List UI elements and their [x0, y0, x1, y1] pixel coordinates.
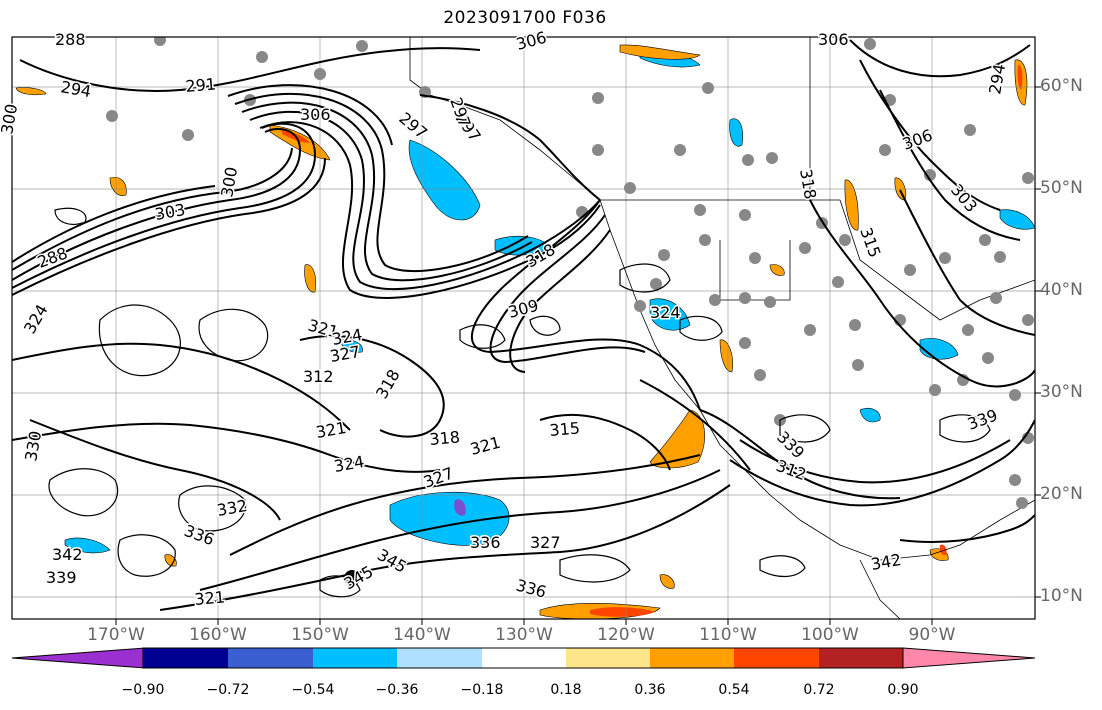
colorbar-segment: [566, 648, 650, 668]
isentrope-contours: [12, 39, 1035, 611]
colorbar-tick-label: −0.18: [460, 682, 504, 698]
colorbar-segment: [650, 648, 734, 668]
colorbar-tick-label: −0.72: [206, 682, 250, 698]
colorbar-tick-label: 0.36: [634, 682, 666, 698]
contour-label: 306: [818, 30, 849, 49]
contour-label: 291: [185, 74, 217, 96]
contour-label: 339: [46, 568, 77, 587]
lat-label-10n: 10°N: [1040, 586, 1083, 606]
lat-label-40n: 40°N: [1040, 280, 1083, 300]
colorbar-tick-label: 0.90: [887, 682, 919, 698]
colorbar: [11, 647, 1036, 669]
colorbar-segment: [482, 648, 566, 668]
lon-label-100w: 100°W: [801, 625, 859, 645]
lon-label-130w: 130°W: [495, 625, 553, 645]
axis-ticks: [115, 86, 1041, 625]
colorbar-segment: [313, 648, 397, 668]
lon-label-170w: 170°W: [87, 625, 145, 645]
coastlines: [409, 37, 1035, 619]
contour-label: 288: [55, 30, 86, 49]
contour-label: 315: [549, 418, 581, 440]
lat-label-50n: 50°N: [1040, 178, 1083, 198]
contour-label: 318: [429, 427, 461, 449]
contour-label: 324: [650, 303, 681, 322]
colorbar-tick-label: −0.54: [291, 682, 335, 698]
contour-label: 336: [470, 533, 501, 552]
map-background: [12, 37, 1035, 619]
lon-label-160w: 160°W: [189, 625, 247, 645]
contour-label: 342: [52, 545, 83, 564]
graticule: [12, 37, 1035, 619]
contour-label: 324: [332, 452, 365, 476]
lat-label-60n: 60°N: [1040, 76, 1083, 96]
colorbar-tick-label: 0.54: [718, 682, 750, 698]
colorbar-extend-min: [11, 647, 146, 669]
colorbar-tick-label: −0.36: [375, 682, 419, 698]
fine-contours: [48, 207, 991, 598]
colorbar-segment: [734, 648, 819, 668]
contour-label: 321: [194, 587, 226, 609]
colorbar-extend-max: [902, 647, 1036, 669]
lat-label-20n: 20°N: [1040, 484, 1083, 504]
contour-label: 327: [530, 533, 561, 552]
colorbar-outline: [142, 647, 904, 669]
lat-label-30n: 30°N: [1040, 382, 1083, 402]
colorbar-segment: [397, 648, 482, 668]
lon-label-90w: 90°W: [908, 625, 956, 645]
lon-label-110w: 110°W: [699, 625, 757, 645]
shaded-purple-region: [454, 499, 466, 516]
colorbar-segment: [143, 648, 228, 668]
map-title: 2023091700 F036: [443, 8, 607, 28]
colorbar-segment: [819, 648, 903, 668]
contour-label: 306: [300, 105, 331, 124]
lon-label-120w: 120°W: [597, 625, 655, 645]
colorbar-tick-label: −0.90: [121, 682, 165, 698]
low-center-marker: [344, 570, 360, 586]
contour-label: 300: [0, 102, 21, 135]
lon-label-150w: 150°W: [291, 625, 349, 645]
colorbar-tick-label: 0.18: [550, 682, 582, 698]
contour-label: 312: [303, 367, 334, 386]
colorbar-tick-label: 0.72: [803, 682, 835, 698]
lon-label-140w: 140°W: [393, 625, 451, 645]
colorbar-segments: [11, 647, 1036, 669]
colorbar-segment: [228, 648, 313, 668]
shaded-red-regions: [282, 64, 1023, 617]
